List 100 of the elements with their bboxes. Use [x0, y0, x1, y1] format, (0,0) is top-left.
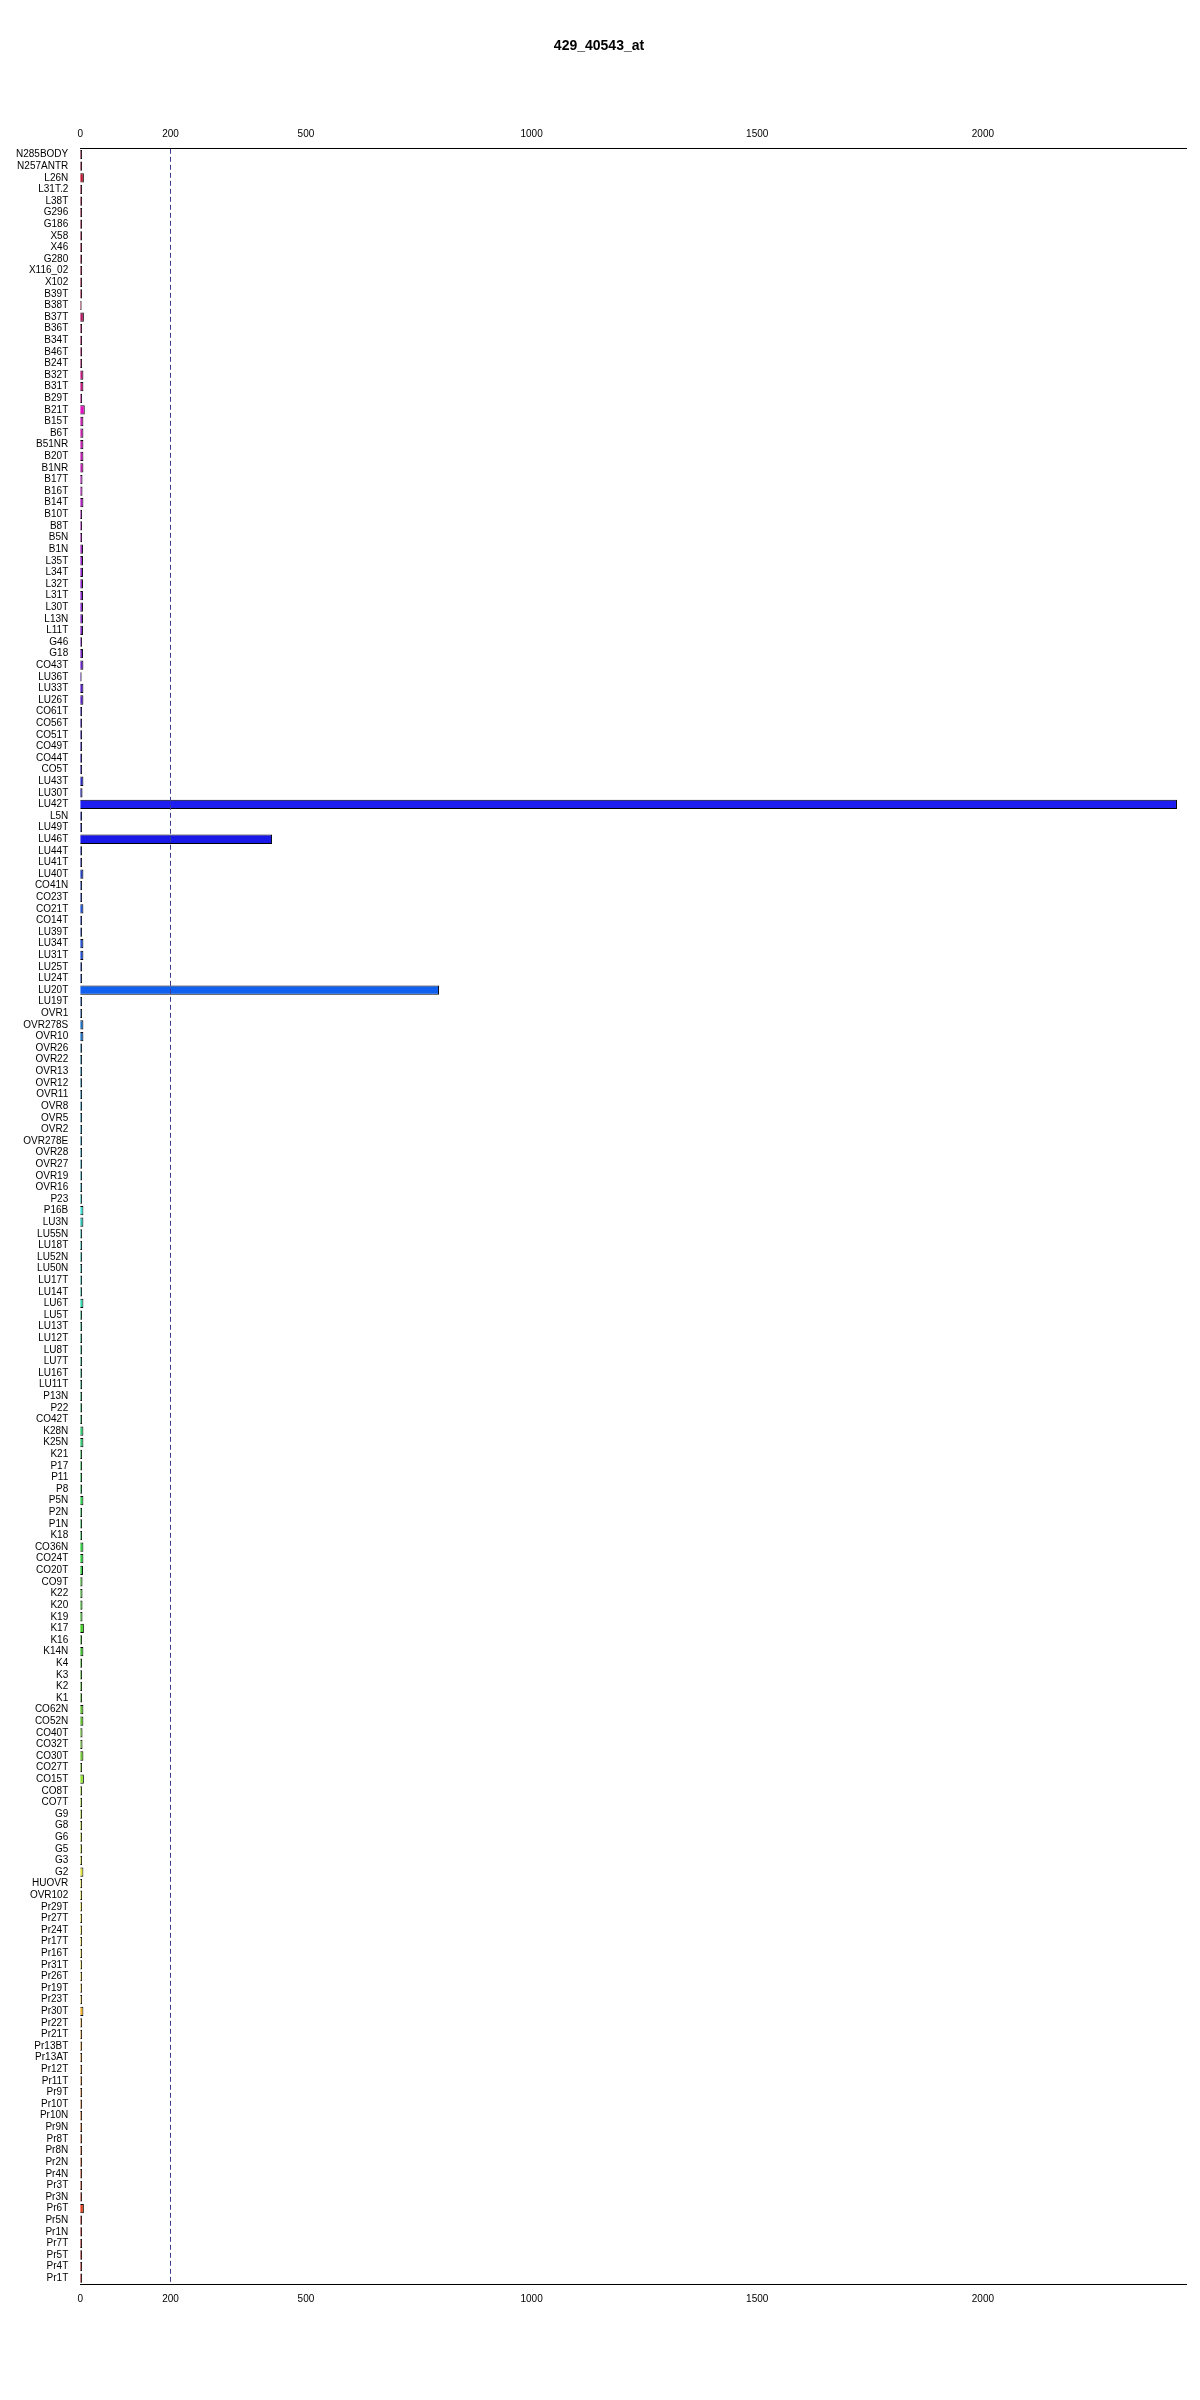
y-tick-label: CO15T: [36, 1772, 69, 1784]
y-tick-label: K22: [50, 1587, 69, 1599]
y-tick-label: X58: [50, 229, 69, 241]
y-tick-label: K25N: [43, 1436, 69, 1448]
y-tick-label: G46: [49, 635, 69, 647]
y-tick-label: LU19T: [38, 995, 69, 1007]
y-tick-label: L38T: [45, 194, 69, 206]
y-tick-label: B37T: [44, 310, 69, 322]
y-tick-label: OVR28: [35, 1146, 69, 1158]
y-tick-label: B20T: [44, 450, 69, 462]
y-tick-label: B6T: [49, 426, 69, 438]
y-tick-label: LU49T: [38, 821, 69, 833]
y-tick-label: B46T: [44, 345, 69, 357]
y-tick-label: G3: [54, 1854, 69, 1866]
x2-tick-label: 500: [297, 127, 315, 139]
y-tick-label: B17T: [44, 473, 69, 485]
y-tick-label: B24T: [44, 357, 69, 369]
y-tick-label: L26N: [44, 171, 69, 183]
y-tick-label: B1N: [48, 542, 69, 554]
y-tick-label: G280: [43, 252, 69, 264]
y-tick-label: OVR5: [41, 1111, 69, 1123]
y-tick-label: LU5T: [43, 1308, 69, 1320]
y-tick-label: LU30T: [38, 786, 69, 798]
y-tick-label: CO52N: [34, 1714, 69, 1726]
y-tick-label: CO5T: [41, 763, 69, 775]
y-tick-label: CO51T: [36, 728, 69, 740]
y-tick-label: B21T: [44, 403, 69, 415]
y-tick-label: B39T: [44, 287, 69, 299]
y-tick-label: P8: [56, 1482, 69, 1494]
y-tick-label: L30T: [45, 600, 69, 612]
x-tick-label: 200: [162, 2292, 180, 2304]
x-tick-label: 1500: [746, 2292, 769, 2304]
y-tick-label: B36T: [44, 322, 69, 334]
chart-title: 429_40543_at: [553, 37, 645, 54]
y-tick-label: LU14T: [38, 1285, 69, 1297]
y-tick-label: LU39T: [38, 925, 69, 937]
y-tick-label: OVR22: [35, 1053, 69, 1065]
y-tick-label: LU13T: [38, 1320, 69, 1332]
y-tick-label: N257ANTR: [17, 159, 69, 171]
y-tick-label: LU31T: [38, 949, 69, 961]
y-tick-label: OVR10: [35, 1030, 69, 1042]
y-tick-label: CO8T: [41, 1784, 69, 1796]
y-tick-label: LU7T: [43, 1355, 69, 1367]
y-tick-label: Pr22T: [41, 2016, 69, 2028]
y-tick-label: OVR2: [41, 1123, 69, 1135]
y-tick-label: G2: [54, 1865, 69, 1877]
y-tick-label: LU41T: [38, 856, 69, 868]
y-tick-label: K3: [56, 1668, 69, 1680]
y-tick-label: L11T: [46, 624, 69, 636]
y-tick-label: B32T: [44, 368, 69, 380]
x2-tick-label: 2000: [971, 127, 995, 139]
y-tick-label: CO62N: [34, 1703, 69, 1715]
y-tick-label: P23: [50, 1192, 69, 1204]
y-tick-label: Pr27T: [41, 1912, 69, 1924]
x2-tick-label: 1000: [520, 127, 544, 139]
y-tick-label: G9: [54, 1807, 69, 1819]
y-tick-label: Pr19T: [41, 1981, 69, 1993]
x-tick-label: 500: [297, 2292, 315, 2304]
y-tick-label: CO42T: [36, 1413, 69, 1425]
y-tick-label: OVR11: [36, 1088, 69, 1100]
y-tick-label: X116_02: [28, 264, 69, 276]
y-tick-label: B14T: [44, 496, 69, 508]
y-tick-label: L31T: [45, 589, 69, 601]
y-tick-label: LU44T: [38, 844, 69, 856]
y-tick-label: LU26T: [38, 693, 69, 705]
y-tick-label: L32T: [45, 577, 69, 589]
y-tick-label: P1N: [48, 1517, 69, 1529]
y-tick-label: LU18T: [38, 1239, 69, 1251]
y-tick-label: B16T: [44, 484, 69, 496]
x2-tick-label: 1500: [746, 127, 769, 139]
y-tick-label: P22: [50, 1401, 69, 1413]
y-tick-label: Pr1T: [46, 2271, 69, 2283]
y-tick-label: CO7T: [41, 1796, 69, 1808]
y-tick-label: L31T.2: [38, 183, 69, 195]
y-tick-label: Pr29T: [41, 1900, 69, 1912]
y-tick-label: LU34T: [38, 937, 69, 949]
y-tick-label: Pr9N: [45, 2121, 69, 2133]
y-tick-label: Pr31T: [41, 1958, 69, 1970]
x-tick-label: 1000: [520, 2292, 544, 2304]
y-tick-label: CO30T: [36, 1749, 69, 1761]
y-tick-label: LU43T: [38, 774, 69, 786]
y-tick-label: Pr21T: [41, 2028, 69, 2040]
y-tick-label: CO24T: [36, 1552, 69, 1564]
y-tick-label: B29T: [44, 392, 69, 404]
y-tick-label: LU12T: [38, 1332, 69, 1343]
y-tick-label: Pr2N: [45, 2155, 69, 2167]
y-tick-label: Pr5T: [46, 2248, 69, 2260]
y-tick-label: B15T: [44, 415, 69, 427]
y-tick-label: CO36N: [34, 1540, 69, 1552]
y-tick-label: LU46T: [38, 833, 69, 845]
y-tick-label: CO61T: [36, 705, 69, 717]
y-tick-label: B38T: [44, 299, 69, 311]
y-tick-label: Pr13AT: [35, 2051, 69, 2063]
y-tick-label: LU20T: [38, 983, 69, 995]
y-tick-label: Pr10T: [41, 2097, 69, 2109]
y-tick-label: G5: [54, 1842, 69, 1854]
y-tick-label: B10T: [44, 508, 69, 520]
y-tick-label: OVR27: [35, 1157, 69, 1169]
y-tick-label: OVR1: [41, 1007, 69, 1019]
y-tick-label: CO23T: [36, 891, 69, 903]
